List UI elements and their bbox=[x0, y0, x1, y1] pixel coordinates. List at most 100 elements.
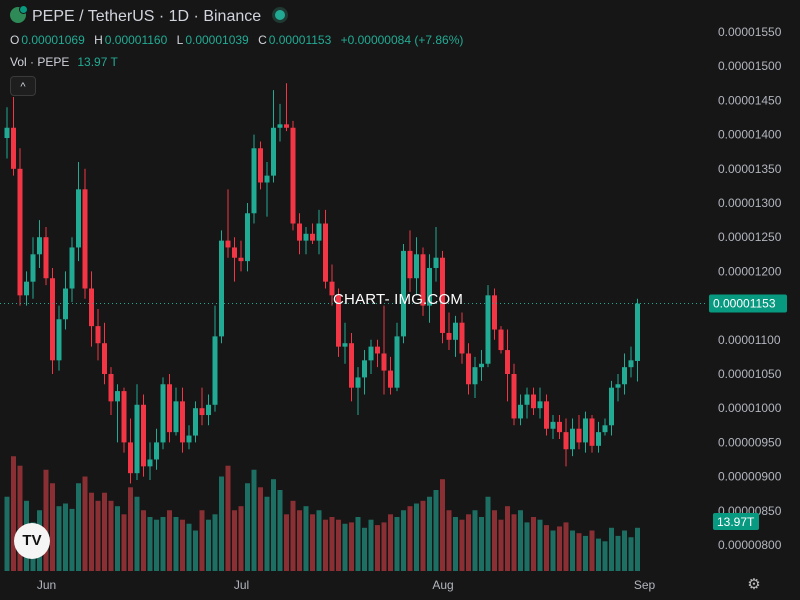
volume-bar bbox=[524, 522, 530, 571]
open-value: 0.00001069 bbox=[21, 33, 85, 47]
volume-bar bbox=[264, 496, 270, 571]
candle-body bbox=[147, 459, 153, 467]
volume-bar bbox=[186, 523, 192, 571]
candle-body bbox=[453, 322, 458, 340]
volume-bar bbox=[446, 510, 452, 571]
volume-bar bbox=[69, 508, 75, 571]
volume-bar bbox=[43, 469, 49, 571]
open-label: O bbox=[10, 33, 20, 47]
volume-bar bbox=[76, 483, 81, 571]
candle-body bbox=[56, 319, 62, 361]
volume-bar bbox=[284, 514, 289, 571]
volume-bar bbox=[199, 510, 205, 571]
volume-bar bbox=[212, 514, 218, 571]
volume-bar bbox=[271, 479, 276, 571]
candle-body bbox=[167, 384, 172, 433]
candle-body bbox=[238, 257, 244, 262]
candle-body bbox=[557, 421, 562, 433]
volume-bar bbox=[251, 469, 257, 571]
candle-body bbox=[362, 360, 367, 378]
candle-body bbox=[375, 346, 380, 354]
volume-bar bbox=[511, 514, 517, 571]
price-tick-label: 0.00001200 bbox=[718, 264, 782, 278]
candle-body bbox=[628, 360, 634, 368]
volume-bar bbox=[531, 517, 536, 571]
candle-body bbox=[141, 404, 146, 467]
price-tick-label: 0.00001450 bbox=[718, 93, 782, 107]
volume-bar bbox=[505, 506, 510, 571]
candle-body bbox=[576, 428, 582, 443]
volume-bar bbox=[180, 519, 185, 571]
candle-body bbox=[232, 247, 237, 258]
tradingview-logo[interactable]: TV bbox=[14, 523, 50, 559]
candle-body bbox=[50, 278, 55, 361]
chevron-up-icon[interactable]: ^ bbox=[10, 76, 36, 96]
candle-body bbox=[329, 281, 335, 296]
candle-body bbox=[544, 401, 549, 429]
volume-bar bbox=[472, 510, 478, 571]
candle-body bbox=[37, 237, 42, 255]
volume-bar bbox=[277, 490, 283, 571]
volume-bar bbox=[297, 510, 302, 571]
volume-bar bbox=[4, 496, 10, 571]
candle-body bbox=[492, 295, 497, 330]
volume-bar bbox=[336, 519, 341, 571]
volume-bar bbox=[349, 522, 354, 571]
candle-body bbox=[336, 295, 341, 347]
candle-body bbox=[602, 425, 608, 433]
candle-body bbox=[388, 370, 393, 388]
volume-bar bbox=[121, 514, 127, 571]
volume-bar bbox=[355, 517, 361, 571]
candle-body bbox=[440, 257, 445, 333]
close-value: 0.00001153 bbox=[268, 33, 332, 47]
candle-body bbox=[251, 148, 257, 214]
volume-bar bbox=[238, 506, 244, 571]
volume-bar bbox=[342, 523, 348, 571]
volume-bar bbox=[518, 510, 523, 571]
volume-legend[interactable]: Vol · PEPE 13.97 T bbox=[10, 55, 118, 69]
time-tick-label: Sep bbox=[634, 578, 656, 592]
pepe-coin-icon bbox=[10, 5, 28, 23]
price-tick-label: 0.00001100 bbox=[718, 333, 781, 347]
candle-body bbox=[24, 281, 29, 296]
candle-body bbox=[264, 175, 270, 183]
candle-body bbox=[63, 288, 68, 320]
candle-body bbox=[368, 346, 374, 361]
volume-bar bbox=[589, 530, 595, 571]
gear-icon[interactable]: ⚙ bbox=[747, 576, 761, 593]
volume-bar bbox=[11, 456, 16, 571]
candle-body bbox=[193, 408, 198, 436]
candle-body bbox=[427, 267, 432, 306]
candle-body bbox=[128, 442, 133, 474]
change-value: +0.00000084 (+7.86%) bbox=[340, 33, 464, 47]
candle-body bbox=[401, 250, 406, 337]
price-tick-label: 0.00001550 bbox=[718, 25, 782, 39]
candle-body bbox=[479, 363, 484, 368]
candle-body bbox=[342, 343, 348, 347]
candle-body bbox=[277, 124, 283, 128]
candle-body bbox=[89, 288, 94, 327]
volume-bar bbox=[622, 530, 627, 571]
volume-bar bbox=[576, 533, 582, 571]
candle-body bbox=[108, 374, 114, 402]
candle-body bbox=[290, 127, 296, 224]
price-tick-label: 0.00001000 bbox=[718, 401, 782, 415]
candle-body bbox=[459, 322, 465, 354]
candle-body bbox=[323, 223, 328, 282]
candle-body bbox=[635, 303, 640, 362]
candle-body bbox=[219, 240, 224, 337]
candle-body bbox=[349, 343, 354, 388]
volume-bar bbox=[537, 519, 543, 571]
candle-body bbox=[69, 247, 75, 289]
volume-bar bbox=[245, 483, 250, 571]
candle-body bbox=[596, 432, 601, 446]
candle-body bbox=[43, 237, 49, 279]
symbol-title[interactable]: PEPE / TetherUS · 1D · Binance bbox=[32, 8, 262, 25]
market-status-dot-icon bbox=[275, 10, 286, 20]
candle-body bbox=[284, 124, 289, 128]
candle-body bbox=[102, 343, 107, 374]
volume-bar bbox=[329, 517, 335, 571]
price-tick-label: 0.00001300 bbox=[718, 196, 782, 210]
time-tick-label: Jul bbox=[234, 578, 249, 592]
